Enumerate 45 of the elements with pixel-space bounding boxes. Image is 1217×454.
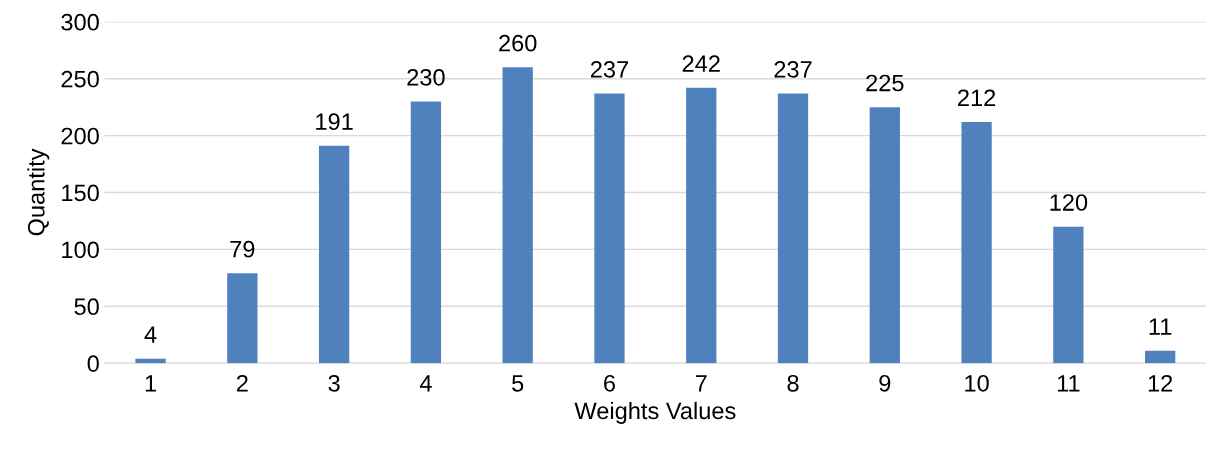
data-label: 191 (316, 113, 353, 131)
x-tick-label: 5 (512, 375, 524, 392)
y-tick-label: 300 (61, 13, 99, 31)
data-label: 237 (774, 60, 812, 78)
x-tick-label: 10 (965, 374, 989, 392)
x-tick-label: 12 (1148, 374, 1173, 392)
bar (410, 101, 442, 364)
y-tick-label: 250 (61, 70, 99, 88)
y-tick-label: 100 (62, 241, 99, 259)
y-tick-label: 150 (62, 184, 99, 202)
x-tick-label: 7 (695, 375, 707, 392)
data-label: 230 (407, 68, 445, 86)
data-label: 11 (1149, 318, 1172, 335)
bar (961, 121, 992, 364)
x-tick-label: 1 (145, 375, 156, 392)
y-axis-title: Quantity (27, 148, 50, 236)
bar (318, 145, 350, 364)
y-tick-label: 50 (74, 298, 99, 316)
bar (869, 107, 900, 364)
data-label: 4 (144, 326, 157, 343)
y-tick-label: 0 (87, 355, 99, 372)
x-tick-label: 8 (787, 374, 799, 392)
bar (594, 93, 625, 364)
data-label: 212 (958, 89, 996, 106)
x-tick-label: 3 (328, 374, 340, 392)
bar (1145, 350, 1176, 364)
y-tick-label: 200 (61, 127, 99, 145)
x-tick-label: 4 (419, 375, 432, 392)
x-tick-label: 11 (1057, 375, 1080, 392)
data-label: 260 (499, 34, 537, 52)
data-label: 79 (230, 240, 255, 258)
data-label: 225 (866, 74, 904, 92)
x-tick-label: 9 (879, 374, 891, 392)
data-label: 237 (590, 60, 628, 78)
bar (502, 67, 533, 364)
data-label: 242 (682, 55, 720, 72)
x-tick-label: 6 (604, 374, 615, 392)
bar (1053, 226, 1084, 364)
bar (686, 87, 717, 364)
bar (777, 93, 809, 364)
x-axis-title: Weights Values (574, 401, 736, 424)
bar (135, 358, 166, 364)
bar (227, 273, 258, 364)
data-label: 120 (1050, 194, 1088, 211)
x-tick-label: 2 (236, 374, 248, 392)
